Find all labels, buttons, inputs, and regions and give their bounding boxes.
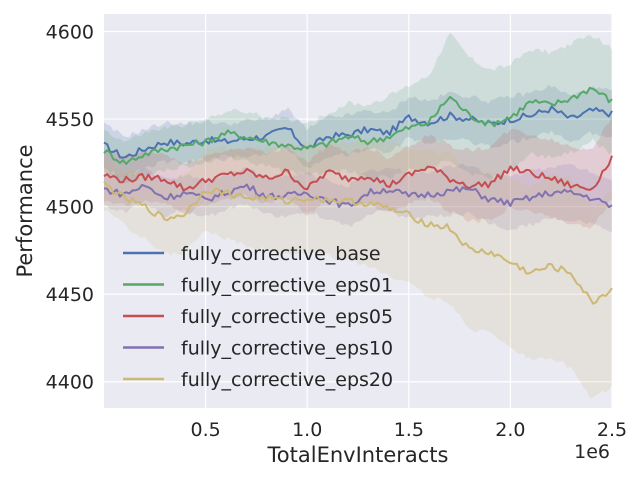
x-axis-label: TotalEnvInteracts	[267, 443, 449, 467]
band-fully_corrective_eps10	[104, 163, 612, 233]
line-fully_corrective_eps10	[103, 183, 613, 209]
legend-label-fully_corrective_base: fully_corrective_base	[181, 243, 381, 265]
legend: fully_corrective_base fully_corrective_ep…	[123, 243, 393, 391]
line-fully_corrective_eps01	[103, 86, 613, 165]
line-fully_corrective_eps05	[103, 155, 613, 192]
band-fully_corrective_eps05	[104, 115, 612, 229]
confidence-bands	[104, 32, 612, 399]
y-tick-label: 4600	[46, 22, 94, 44]
band-fully_corrective_eps20	[104, 139, 612, 399]
series-lines	[103, 86, 613, 305]
x-tick-label: 0.5	[190, 419, 220, 441]
y-axis-label: Performance	[13, 144, 37, 277]
y-tick-label: 4550	[46, 109, 94, 131]
y-tick-labels: 4400 4450 4500 4550 4600	[46, 22, 94, 394]
x-tick-label: 1.5	[394, 419, 424, 441]
band-fully_corrective_base	[104, 84, 612, 178]
x-tick-label: 2.0	[495, 419, 525, 441]
legend-label-fully_corrective_eps10: fully_corrective_eps10	[181, 338, 393, 360]
legend-label-fully_corrective_eps01: fully_corrective_eps01	[181, 275, 393, 297]
band-fully_corrective_eps01	[104, 32, 612, 184]
y-tick-label: 4500	[46, 197, 94, 219]
x-tick-labels: 0.5 1.0 1.5 2.0 2.5	[190, 419, 627, 441]
legend-label-fully_corrective_eps20: fully_corrective_eps20	[181, 369, 393, 391]
line-fully_corrective_eps20	[103, 180, 613, 305]
x-tick-label: 1.0	[292, 419, 322, 441]
x-offset-label: 1e6	[574, 441, 610, 463]
x-tick-label: 2.5	[597, 419, 627, 441]
legend-label-fully_corrective_eps05: fully_corrective_eps05	[181, 306, 393, 328]
y-tick-label: 4400	[46, 372, 94, 394]
y-tick-label: 4450	[46, 284, 94, 306]
line-fully_corrective_base	[103, 105, 613, 159]
